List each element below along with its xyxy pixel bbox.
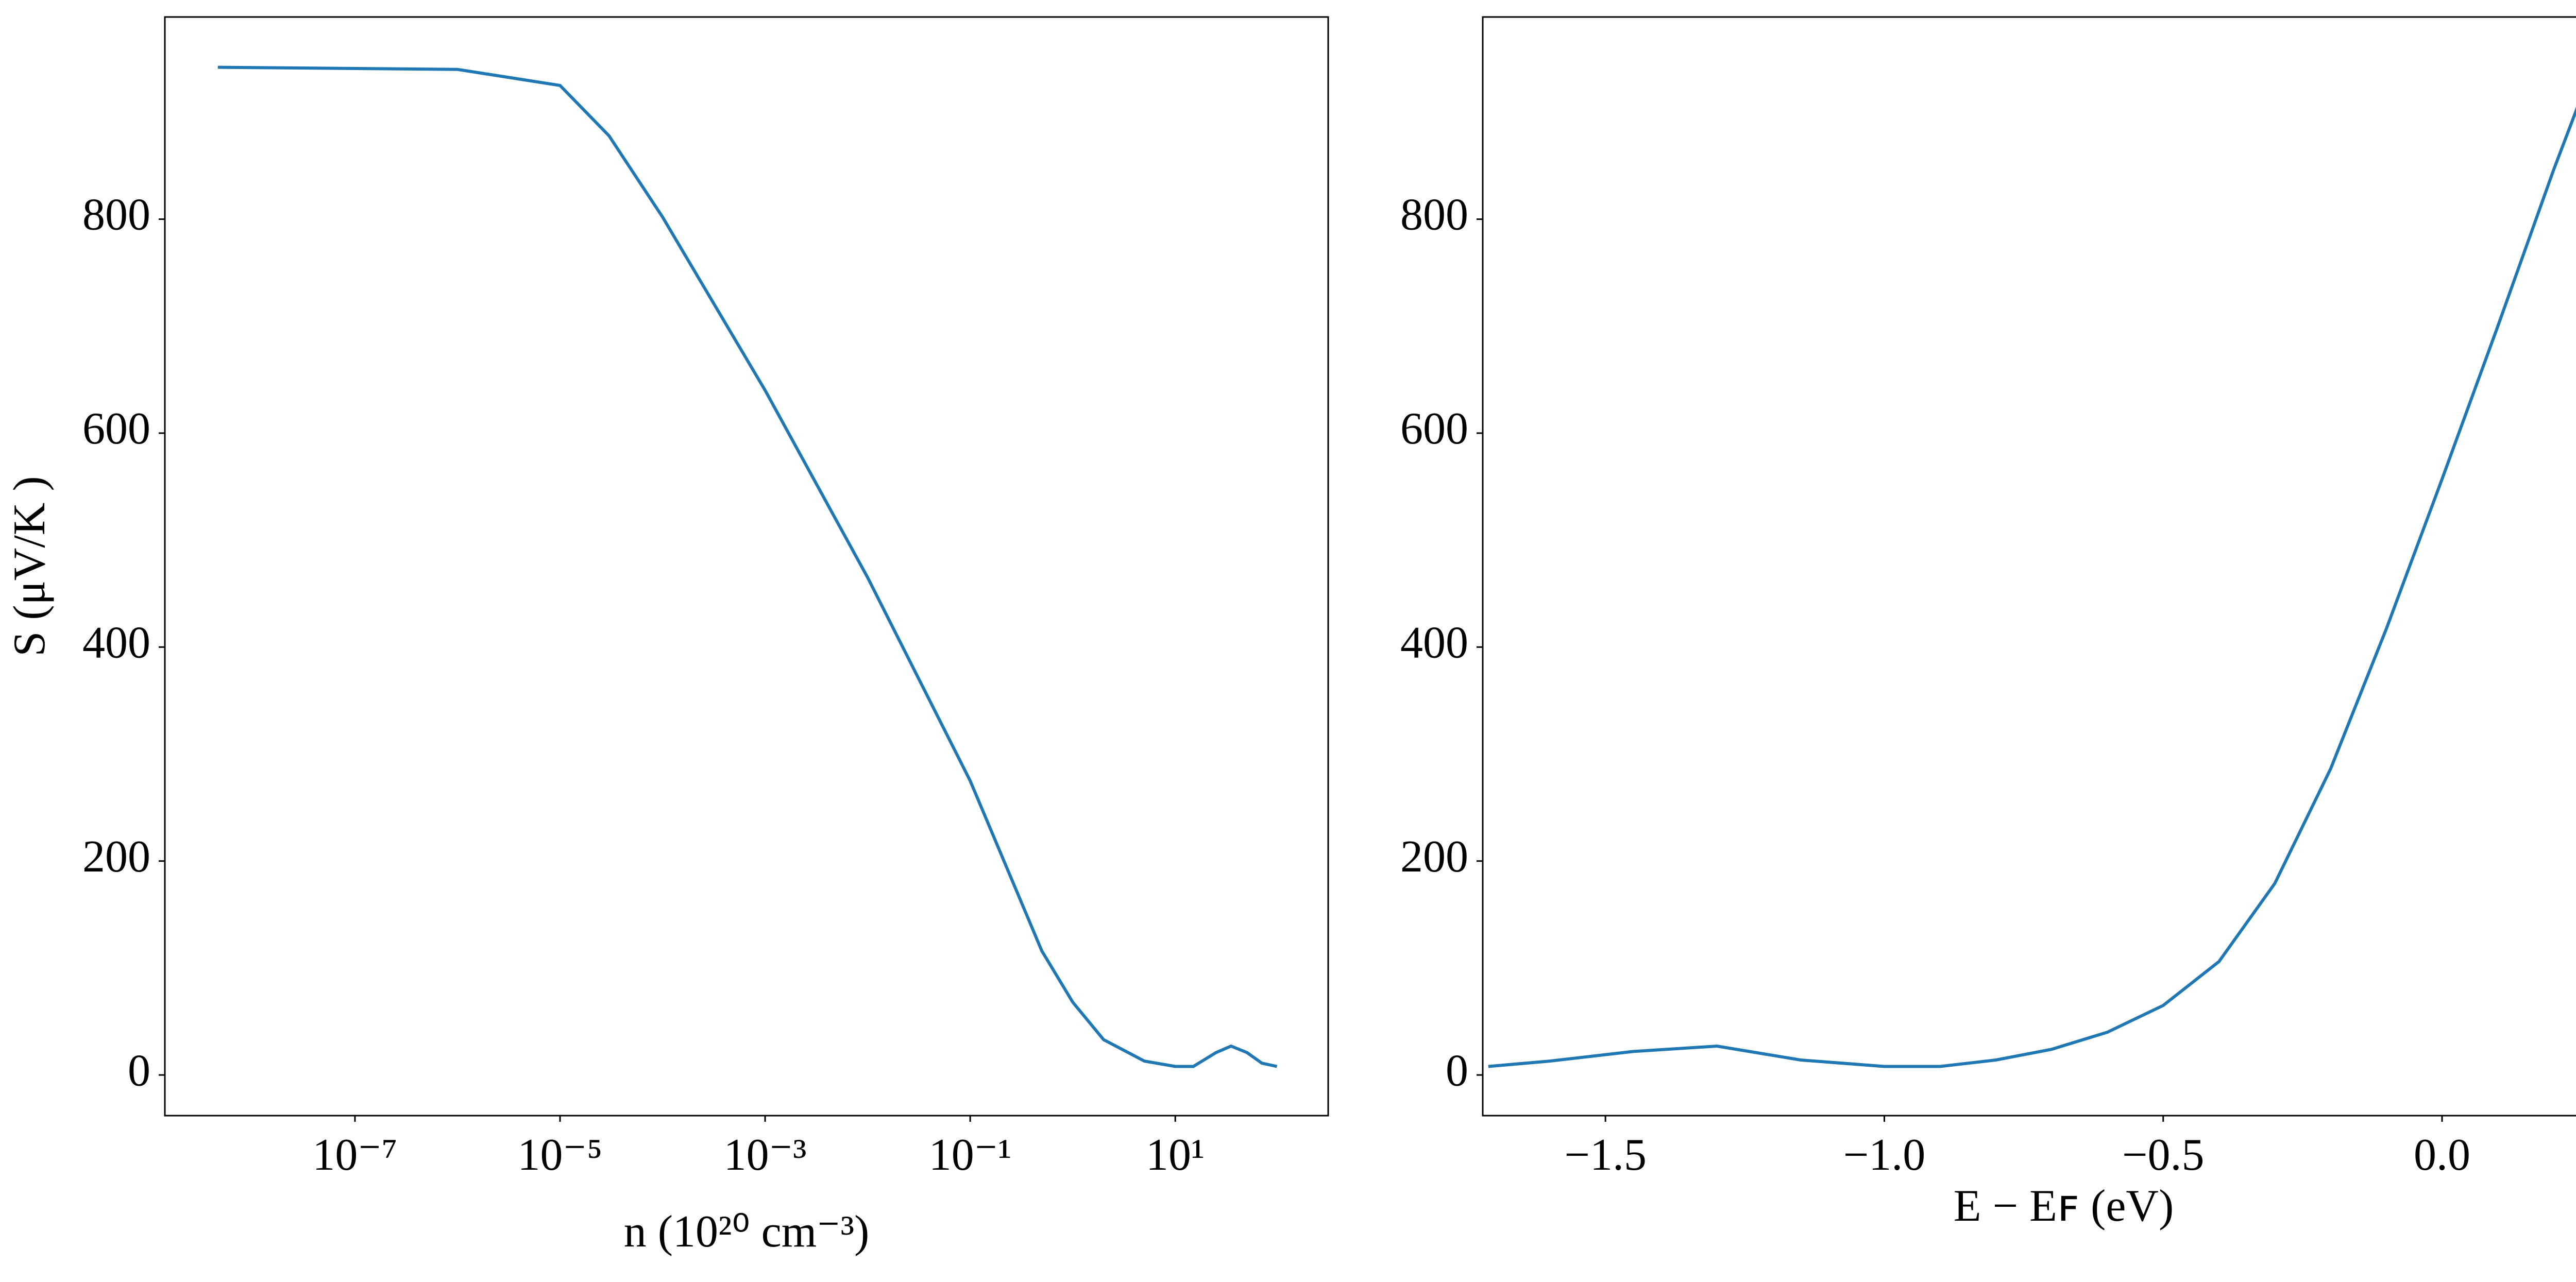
x-tick-label: −1.0: [1843, 1130, 1926, 1180]
y-tick-label: 0: [1446, 1046, 1468, 1096]
plot-frame: [1482, 16, 2576, 1117]
x-tick-label: 10⁻⁵: [517, 1130, 602, 1180]
y-tick-label: 200: [82, 832, 150, 882]
x-tick-label: 10⁻¹: [929, 1130, 1012, 1180]
plot-frame: [164, 16, 1329, 1117]
y-tick-label: 0: [128, 1046, 150, 1096]
y-axis-label: S (μV/K ): [5, 476, 55, 656]
x-tick-label: −0.5: [2122, 1130, 2205, 1180]
x-tick-label: 10⁻⁷: [312, 1130, 397, 1180]
y-tick-label: 400: [82, 618, 150, 668]
x-tick-label: 0.0: [2414, 1130, 2470, 1180]
y-tick-label: 800: [1400, 190, 1468, 240]
y-tick-label: 600: [1400, 404, 1468, 454]
y-tick-label: 200: [1400, 832, 1468, 882]
y-tick-label: 400: [1400, 618, 1468, 668]
line: [1488, 107, 2576, 1068]
x-axis-label: E − Eꜰ (eV): [1954, 1181, 2174, 1231]
line: [217, 65, 1278, 1068]
x-tick-label: 10¹: [1146, 1130, 1205, 1180]
y-tick-label: 600: [82, 404, 150, 454]
x-axis-label: n (10²⁰ cm⁻³): [624, 1207, 870, 1257]
x-tick-label: −1.5: [1564, 1130, 1647, 1180]
x-tick-label: 10⁻³: [724, 1130, 807, 1180]
y-tick-label: 800: [82, 190, 150, 240]
